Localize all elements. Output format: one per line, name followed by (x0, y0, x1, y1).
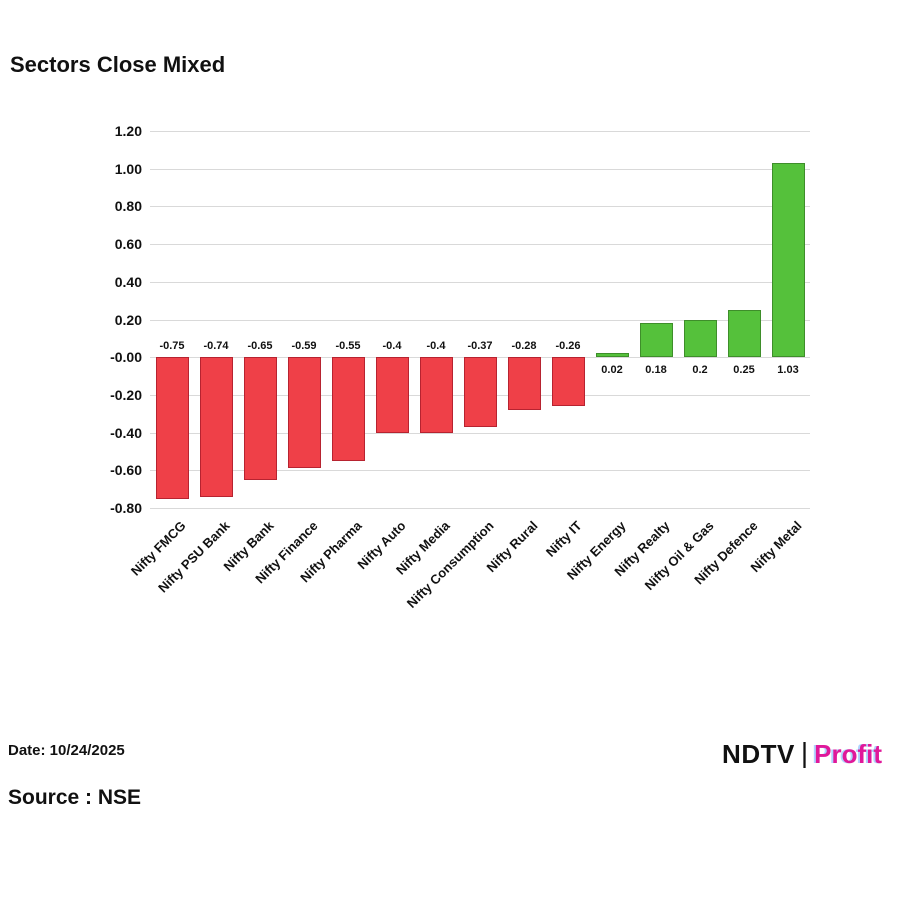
source-label: Source : NSE (8, 786, 142, 809)
bar-value-label: -0.55 (335, 340, 361, 353)
bar-value-label: -0.4 (382, 340, 402, 353)
chart-title: Sectors Close Mixed (10, 52, 226, 77)
bar-nifty-bank (243, 357, 277, 480)
bar-value-label: 0.18 (645, 364, 667, 377)
y-tick-label: 0.20 (114, 311, 142, 328)
gridline (150, 508, 810, 509)
y-tick-label: -0.00 (110, 349, 142, 366)
bar-nifty-media (419, 357, 453, 433)
gridline (150, 470, 810, 472)
bar-nifty-consumption (463, 357, 497, 427)
bar-nifty-realty (639, 323, 673, 358)
bar-value-label: 0.25 (733, 364, 755, 377)
gridline (150, 319, 810, 321)
bar-value-label: -0.26 (555, 340, 581, 353)
x-axis-label: Nifty IT (542, 518, 585, 560)
bar-nifty-rural (507, 357, 541, 410)
y-tick-label: 0.40 (114, 273, 142, 290)
bar-nifty-pharma (331, 357, 365, 461)
logo-divider: | (800, 737, 809, 768)
bar-value-label: 0.2 (692, 364, 708, 377)
bar-value-label: -0.75 (159, 340, 185, 353)
gridline (150, 244, 810, 246)
y-tick-label: -0.20 (110, 386, 142, 403)
bar-nifty-finance (287, 357, 321, 469)
logo-profit-text: Profit (814, 738, 882, 769)
gridline (150, 432, 810, 434)
y-tick-label: 1.00 (114, 160, 142, 177)
y-tick-label: -0.60 (110, 462, 142, 479)
gridline (150, 281, 810, 283)
y-tick-label: -0.80 (110, 500, 142, 516)
bar-nifty-metal (771, 163, 805, 358)
logo-ndtv-text: NDTV (722, 738, 795, 769)
bar-value-label: -0.37 (467, 340, 493, 353)
bar-value-label: 0.02 (601, 364, 623, 377)
bar-value-label: -0.4 (426, 340, 446, 353)
bar-value-label: -0.28 (511, 340, 537, 353)
bar-nifty-psu-bank (199, 357, 233, 497)
y-tick-label: 0.60 (114, 236, 142, 253)
gridline (150, 168, 810, 170)
y-tick-label: -0.40 (110, 424, 142, 441)
bar-value-label: 1.03 (777, 364, 799, 377)
gridline (150, 206, 810, 208)
bar-nifty-it (551, 357, 585, 407)
y-tick-label: 0.80 (114, 198, 142, 215)
bar-nifty-energy (595, 353, 629, 358)
bar-value-label: -0.59 (291, 340, 317, 353)
bar-value-label: -0.74 (203, 340, 229, 353)
plot-area: -0.75 Nifty FMCG -0.74 Nifty PSU Bank -0.65 N… (128, 131, 810, 611)
y-axis: 1.20 1.00 0.80 0.60 0.40 0.20 -0.00 -0.20 -0.40 -… (58, 123, 142, 516)
date-label: Date: 10/24/2025 (8, 742, 125, 759)
bar-nifty-oil-gas (683, 319, 717, 358)
bar-nifty-auto (375, 357, 409, 433)
y-tick-label: 1.20 (114, 123, 142, 139)
bar-nifty-fmcg (155, 357, 189, 499)
bar-nifty-defence (727, 310, 761, 358)
gridline (150, 131, 810, 132)
bar-value-label: -0.65 (247, 340, 273, 353)
ndtv-profit-logo: NDTV | Profit (722, 737, 882, 770)
